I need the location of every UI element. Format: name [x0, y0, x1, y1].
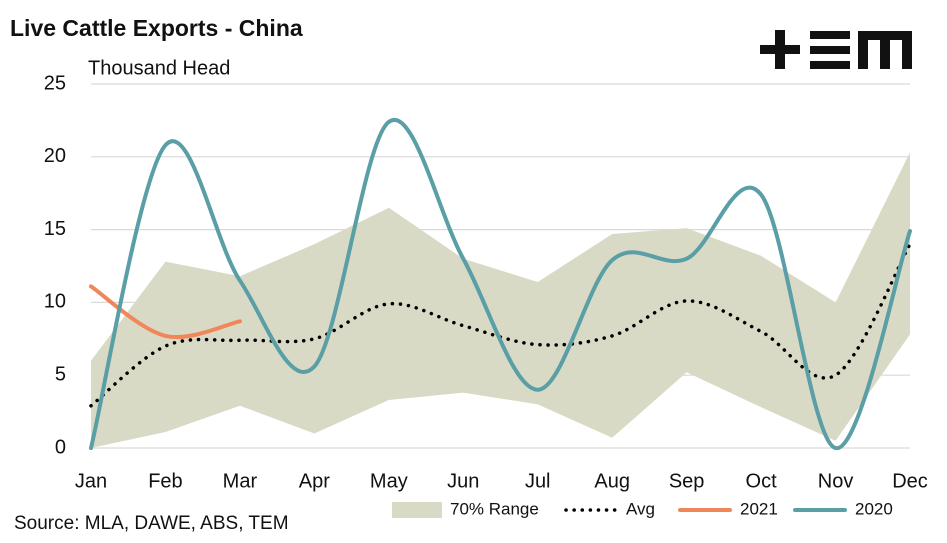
source: Source: MLA, DAWE, ABS, TEM — [14, 513, 289, 534]
x-tick-label: Oct — [746, 470, 778, 492]
y-tick-label: 10 — [44, 291, 66, 313]
series-line — [89, 242, 912, 408]
y-tick-label: 25 — [44, 72, 66, 94]
y-tick-label: 15 — [44, 218, 66, 240]
legend-label: Avg — [626, 499, 655, 518]
y-tick-label: 0 — [55, 436, 66, 458]
y-tick-label: 20 — [44, 145, 66, 167]
x-tick-label: Apr — [299, 470, 330, 492]
x-tick-label: Jun — [447, 470, 479, 492]
x-tick-label: Aug — [594, 470, 630, 492]
x-tick-label: Sep — [669, 470, 705, 492]
logo — [760, 30, 912, 69]
y-tick-label: 5 — [55, 363, 66, 385]
x-tick-label: Jan — [75, 470, 107, 492]
legend-label: 2021 — [740, 499, 778, 518]
x-tick-label: Dec — [892, 470, 928, 492]
x-tick-label: Jul — [525, 470, 551, 492]
legend-label: 70% Range — [450, 499, 539, 518]
series-line — [89, 117, 912, 450]
series-line — [89, 284, 242, 340]
x-tick-label: May — [370, 470, 408, 492]
legend-label: 2020 — [855, 499, 893, 518]
x-tick-label: Feb — [148, 470, 182, 492]
x-tick-label: Mar — [223, 470, 258, 492]
legend-swatch — [392, 502, 442, 518]
x-tick-label: Nov — [818, 470, 854, 492]
range-area — [91, 152, 910, 448]
chart-title: Live Cattle Exports - China — [10, 15, 303, 41]
chart-subtitle: Thousand Head — [88, 57, 230, 79]
